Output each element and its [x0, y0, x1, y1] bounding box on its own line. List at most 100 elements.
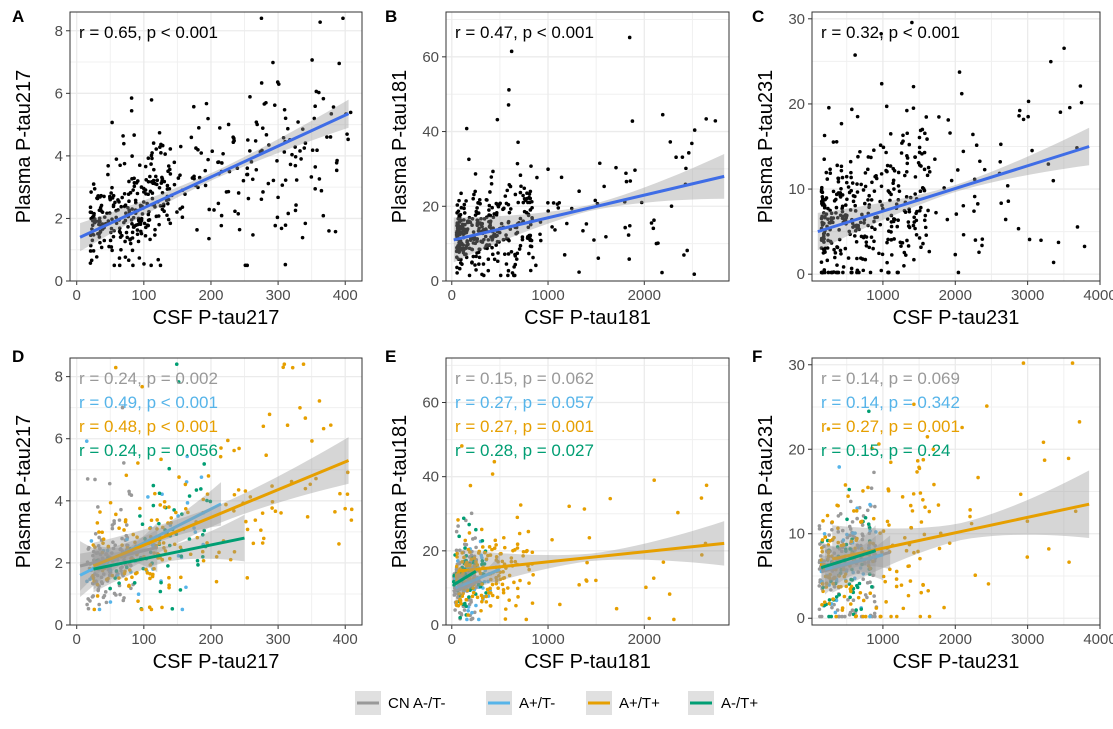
data-point: [276, 82, 281, 86]
data-point: [107, 211, 112, 215]
data-point: [183, 482, 188, 487]
data-point: [938, 531, 943, 536]
data-point: [246, 138, 250, 142]
data-point: [124, 577, 128, 581]
data-point: [469, 511, 474, 516]
data-point: [128, 568, 132, 572]
data-point: [106, 172, 110, 177]
data-point: [884, 168, 888, 173]
data-point: [1026, 99, 1031, 104]
data-point: [1049, 59, 1053, 64]
data-point: [1066, 456, 1071, 461]
data-point: [879, 31, 883, 36]
data-point: [494, 581, 499, 586]
data-point: [819, 246, 824, 250]
data-point: [117, 200, 121, 204]
data-point: [94, 551, 99, 555]
data-point: [150, 196, 155, 201]
data-point: [117, 526, 121, 530]
data-point: [913, 226, 917, 231]
data-point: [259, 81, 264, 85]
data-point: [922, 167, 927, 172]
data-point: [108, 238, 113, 243]
data-point: [275, 159, 279, 163]
data-point: [867, 409, 871, 414]
data-point: [300, 127, 305, 131]
data-point: [130, 154, 134, 158]
data-point: [458, 615, 462, 620]
data-point: [178, 545, 183, 550]
data-point: [902, 263, 906, 268]
data-point: [835, 545, 840, 549]
data-point: [206, 157, 210, 162]
data-point: [495, 595, 500, 600]
data-point: [925, 434, 930, 439]
data-point: [474, 603, 478, 608]
data-point: [166, 217, 171, 222]
data-point: [855, 506, 859, 510]
data-point: [860, 537, 865, 542]
data-point: [333, 510, 337, 514]
data-point: [494, 575, 498, 580]
data-point: [866, 560, 871, 565]
data-point: [506, 237, 510, 241]
data-point: [829, 614, 834, 619]
data-point: [839, 164, 844, 169]
data-point: [458, 599, 463, 603]
data-point: [113, 365, 118, 370]
data-point: [849, 266, 854, 271]
data-point: [912, 402, 916, 407]
data-point: [178, 207, 182, 211]
panel-border: [69, 357, 363, 626]
data-point: [838, 195, 843, 199]
data-point: [472, 192, 476, 197]
data-point: [283, 178, 288, 182]
data-point: [525, 196, 529, 201]
data-point: [551, 201, 556, 205]
data-point: [89, 258, 94, 263]
data-point: [527, 581, 531, 585]
x-tick-label: 0: [73, 631, 81, 648]
data-point: [924, 115, 929, 119]
data-point: [937, 115, 941, 119]
data-point: [461, 516, 466, 521]
data-point: [92, 607, 97, 612]
data-point: [318, 20, 322, 24]
data-point: [885, 260, 889, 265]
data-point: [467, 564, 472, 568]
data-point: [651, 226, 656, 231]
data-point: [273, 223, 278, 228]
data-point: [495, 117, 500, 122]
data-point: [486, 257, 491, 261]
data-point: [206, 474, 211, 478]
data-point: [828, 572, 832, 577]
data-point: [504, 233, 508, 237]
data-point: [855, 536, 859, 541]
data-point: [156, 214, 161, 218]
data-point: [922, 150, 927, 155]
data-point: [515, 515, 520, 520]
data-point: [847, 487, 852, 492]
data-point: [912, 257, 916, 262]
data-point: [870, 446, 874, 451]
data-point: [201, 554, 205, 559]
data-point: [961, 149, 966, 154]
data-point: [895, 224, 900, 229]
data-point: [490, 547, 494, 552]
data-point: [515, 161, 520, 166]
x-tick-label: 3000: [1011, 287, 1044, 304]
data-point: [455, 255, 459, 259]
data-point: [475, 221, 480, 226]
data-point: [899, 244, 903, 248]
data-point: [127, 208, 131, 213]
legend: CN A-/T- A+/T- A+/T+ A-/T+: [355, 691, 758, 715]
data-point: [477, 255, 482, 260]
y-tick-label: 0: [55, 617, 63, 634]
data-point: [159, 457, 163, 462]
data-point: [126, 258, 131, 263]
data-point: [107, 573, 112, 578]
data-point: [495, 203, 500, 207]
data-point: [550, 225, 554, 229]
data-point: [906, 564, 910, 569]
data-point: [495, 239, 500, 244]
